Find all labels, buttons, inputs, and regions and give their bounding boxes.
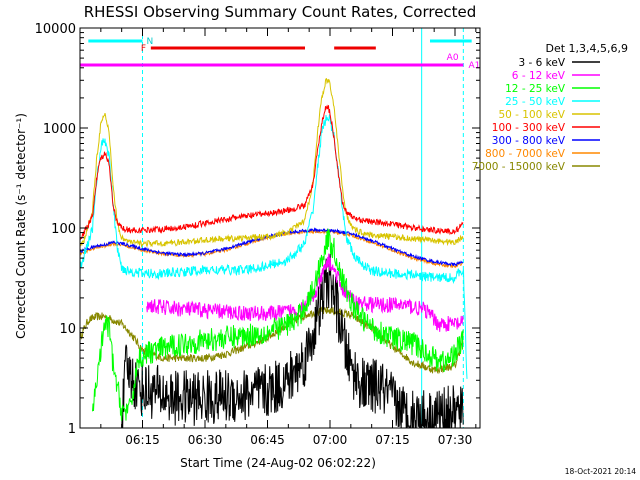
y-tick-label: 100: [51, 222, 76, 237]
x-tick-label: 06:30: [188, 433, 223, 447]
series-line-5: [79, 77, 464, 248]
series-line-4: [79, 114, 468, 379]
x-tick-label: 07:30: [438, 433, 473, 447]
series-line-2: [146, 253, 464, 332]
series-line-7: [79, 227, 464, 267]
flare-label: F: [141, 44, 146, 54]
legend-entry-label: 25 - 50 keV: [505, 96, 566, 108]
legend-entry-label: 7000 - 15000 keV: [472, 161, 566, 173]
y-tick-label: 1000: [43, 122, 76, 137]
y-axis-label: Corrected Count Rate (s⁻¹ detector⁻¹): [14, 113, 28, 339]
legend-entry-label: 6 - 12 keV: [512, 70, 566, 82]
series-line-3: [92, 228, 464, 421]
axes: 1 10 100 1000 10000 06:15 06:30 06:45 07:00 07:15…: [35, 22, 481, 447]
series-line-9: [79, 306, 464, 375]
y-tick-label: 10: [59, 322, 76, 337]
series-line-6: [79, 104, 464, 241]
x-tick-label: 07:00: [313, 433, 348, 447]
legend-entry-label: 300 - 800 keV: [492, 135, 566, 147]
y-tick-label: 10000: [35, 22, 76, 37]
footer-timestamp: 18-Oct-2021 20:14: [565, 467, 636, 476]
attenuator-a0-label: A0: [447, 53, 459, 63]
x-tick-label: 07:15: [375, 433, 410, 447]
x-tick-label: 06:15: [125, 433, 160, 447]
y-tick-label: 1: [68, 422, 76, 437]
legend-entry-label: 3 - 6 keV: [518, 57, 565, 69]
night-label: N: [147, 37, 154, 47]
x-axis-label: Start Time (24-Aug-02 06:02:22): [180, 456, 376, 470]
attenuator-a1-label: A1: [469, 61, 481, 71]
legend-entry-label: 100 - 300 keV: [492, 122, 566, 134]
legend-title: Det 1,3,4,5,6,9: [545, 42, 628, 55]
legend-entry-label: 800 - 7000 keV: [485, 148, 566, 160]
legend-entry-label: 50 - 100 keV: [498, 109, 565, 121]
series-line-1: [121, 253, 464, 429]
legend-entry-label: 12 - 25 keV: [505, 83, 566, 95]
chart-title: RHESSI Observing Summary Count Rates, Co…: [84, 3, 477, 21]
plot-area: NF A0 A1: [79, 28, 481, 429]
x-tick-label: 06:45: [250, 433, 285, 447]
